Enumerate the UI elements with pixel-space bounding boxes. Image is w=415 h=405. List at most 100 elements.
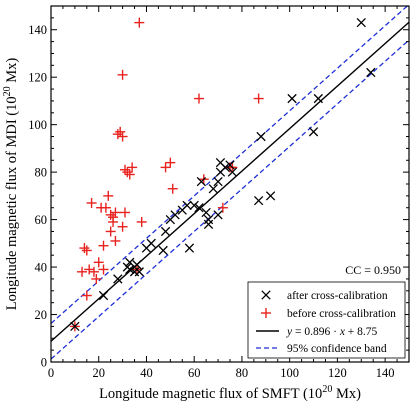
x-axis-title: Longitude magnetic flux of SMFT (1020 Mx…	[99, 384, 361, 402]
data-point-before	[124, 169, 135, 180]
data-points	[69, 17, 376, 332]
y-axis-title-end: Mx)	[4, 58, 20, 87]
data-point-after	[194, 203, 204, 213]
data-point-before	[105, 209, 116, 220]
data-point-after	[253, 195, 264, 206]
data-point-before	[100, 202, 111, 213]
legend-fit-tail: + 8.75	[345, 326, 378, 338]
data-point-after	[132, 260, 142, 270]
data-point-before	[134, 17, 145, 28]
data-point-before	[98, 264, 109, 275]
legend-box	[247, 281, 406, 359]
legend-fit-eq: = 0.896 ·	[292, 326, 340, 338]
legend-band-label: 95% confidence band	[287, 343, 387, 355]
y-axis-title: Longitude magnetic flux of MDI (1020 Mx)	[2, 58, 20, 311]
data-point-after	[227, 167, 238, 177]
data-point-after	[196, 176, 207, 187]
data-point-before	[81, 245, 92, 256]
data-point-before	[119, 207, 130, 218]
data-point-before	[117, 69, 128, 80]
data-point-after	[146, 238, 156, 248]
data-point-after	[203, 219, 214, 230]
x-axis-title-end: Mx)	[332, 386, 361, 402]
y-axis-title-main: Longitude magnetic flux of MDI (10	[4, 96, 20, 310]
legend-before-marker	[261, 308, 271, 318]
data-point-before	[167, 183, 178, 194]
data-point-after	[213, 210, 223, 220]
data-point-after	[170, 210, 180, 220]
data-point-before	[110, 207, 121, 218]
legend-after-label: after cross-calibration	[287, 290, 388, 302]
data-point-before	[81, 290, 92, 301]
data-point-before	[253, 93, 264, 104]
y-tick-label: 60	[35, 213, 48, 227]
data-point-before	[193, 93, 204, 104]
data-point-after	[208, 184, 218, 194]
data-point-after	[313, 93, 323, 104]
legend-after-marker	[261, 290, 271, 300]
data-point-before	[117, 131, 128, 142]
data-point-after	[287, 93, 297, 104]
legend-before-plus-marker	[261, 308, 271, 318]
data-point-after	[125, 264, 135, 275]
data-point-after	[134, 267, 144, 277]
x-axis-title-exponent: 20	[322, 384, 332, 395]
data-point-after	[265, 191, 276, 201]
x-tick-label: 60	[188, 366, 201, 380]
data-point-after	[125, 257, 135, 267]
axis-ticks: 0 20 40 60 80 100 120 140 0 20 40 60 80 100 120 140	[28, 5, 410, 380]
data-point-after	[113, 274, 123, 284]
data-point-after	[220, 162, 230, 173]
y-tick-label: 20	[35, 308, 48, 322]
data-point-before	[160, 162, 171, 173]
data-point-after	[98, 290, 109, 301]
data-point-before	[93, 257, 104, 268]
data-point-after	[256, 131, 266, 142]
legend: after cross-calibration before cross-cal…	[247, 281, 406, 359]
data-point-before	[115, 126, 126, 137]
data-point-before	[217, 202, 228, 213]
data-point-before	[136, 216, 147, 227]
data-point-before	[112, 129, 123, 140]
data-point-before	[127, 162, 138, 173]
y-tick-label: 40	[35, 261, 48, 275]
data-point-before	[77, 266, 88, 277]
data-point-before	[79, 243, 90, 254]
x-tick-label: 80	[236, 366, 249, 380]
data-point-before	[117, 221, 128, 232]
data-point-after	[366, 67, 376, 78]
data-point-after	[182, 200, 192, 211]
regression-line	[50, 21, 410, 342]
data-point-after	[225, 160, 235, 170]
x-tick-label: 140	[376, 366, 395, 380]
data-point-after	[184, 243, 195, 253]
x-tick-label: 0	[48, 366, 54, 380]
x-axis-title-main: Longitude magnetic flux of SMFT (10	[99, 386, 322, 402]
data-point-before	[86, 197, 97, 208]
data-point-after	[158, 245, 168, 256]
correlation-coefficient-label: CC = 0.950	[345, 263, 401, 277]
y-tick-label: 80	[35, 166, 48, 180]
data-point-before	[103, 190, 114, 201]
legend-after-x-marker	[261, 290, 271, 300]
data-point-before	[110, 235, 121, 246]
data-point-before	[165, 157, 176, 168]
data-point-after	[189, 200, 199, 211]
x-tick-label: 40	[140, 366, 153, 380]
legend-fit-y: y	[286, 326, 293, 338]
data-point-after	[160, 226, 171, 237]
data-point-after	[308, 127, 319, 137]
legend-fit-label: y = 0.896 · x + 8.75	[286, 326, 378, 338]
data-point-after	[70, 321, 80, 332]
data-point-after	[203, 214, 214, 225]
data-point-before	[91, 273, 102, 284]
data-point-after	[356, 17, 366, 28]
data-point-before	[88, 266, 99, 277]
y-axis-title-exponent: 20	[2, 86, 13, 96]
regression-line-group	[50, 21, 410, 342]
data-point-before	[105, 226, 116, 237]
x-tick-label: 100	[280, 366, 299, 380]
y-tick-label: 120	[28, 71, 47, 85]
legend-before-label: before cross-calibration	[287, 308, 396, 320]
